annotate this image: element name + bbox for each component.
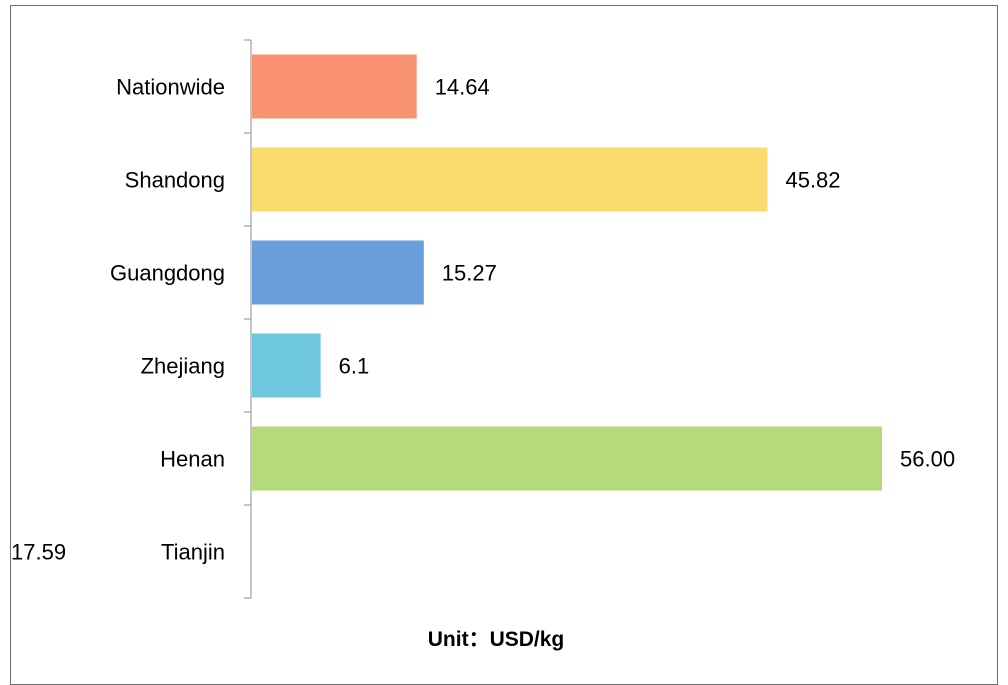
bar-chart: Nationwide 14.64 Shandong 45.82 Guangdong 15.… xyxy=(11,39,955,651)
bar-henan xyxy=(252,426,882,491)
data-label: 45.82 xyxy=(785,168,840,193)
data-label: 15.27 xyxy=(442,261,497,286)
category-label: Henan xyxy=(160,447,225,472)
labels-layer: Nationwide 14.64 Shandong 45.82 Guangdong 15.… xyxy=(11,75,955,565)
category-label: Guangdong xyxy=(110,261,225,286)
bar-nationwide xyxy=(252,54,417,119)
bar-shandong xyxy=(252,147,768,212)
chart-frame: Nationwide 14.64 Shandong 45.82 Guangdong 15.… xyxy=(10,5,998,685)
data-label: 56.00 xyxy=(900,447,955,472)
data-label: 6.1 xyxy=(339,354,370,379)
category-label: Tianjin xyxy=(161,540,225,565)
data-label: 17.59 xyxy=(11,540,66,565)
category-label: Zhejiang xyxy=(141,354,225,379)
unit-label: Unit：USD/kg xyxy=(428,628,565,651)
bars-layer xyxy=(252,54,882,491)
bar-zhejiang xyxy=(252,333,321,398)
data-label: 14.64 xyxy=(435,75,490,100)
axis-layer xyxy=(244,39,252,599)
category-label: Nationwide xyxy=(116,75,225,100)
category-label: Shandong xyxy=(125,168,225,193)
bar-guangdong xyxy=(252,240,424,305)
